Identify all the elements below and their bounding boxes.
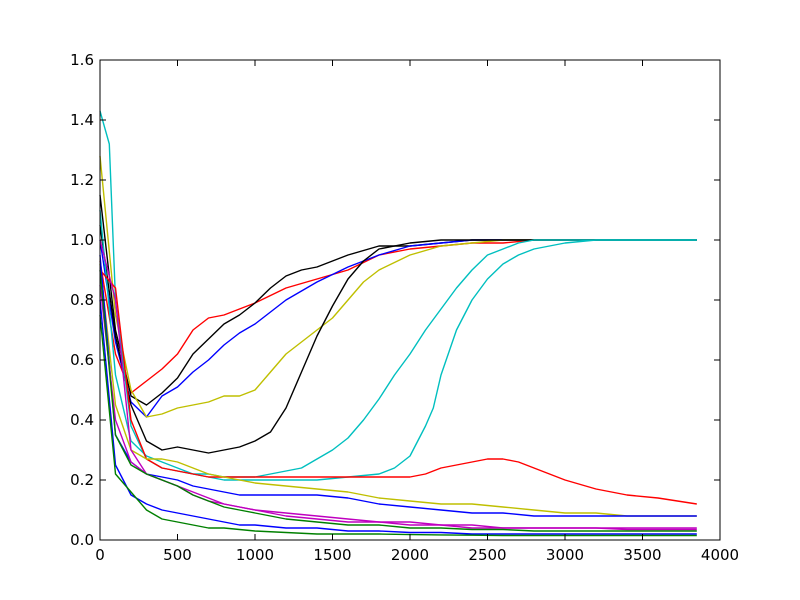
- y-axis: 0.0 0.2 0.4 0.6 0.8 1.0 1.2 1.4 1.6: [70, 51, 720, 549]
- series-line-7: [99, 209, 697, 481]
- y-tick-label: 0.6: [70, 351, 94, 369]
- series-line-4: [99, 155, 697, 418]
- x-tick-label: 1500: [313, 546, 351, 564]
- series-line-9: [99, 263, 697, 517]
- series-line-2: [99, 194, 697, 406]
- x-tick-label: 2500: [468, 546, 506, 564]
- y-tick-label: 0.0: [70, 531, 94, 549]
- series-layer: [99, 110, 697, 537]
- x-tick-label: 2000: [391, 546, 429, 564]
- x-tick-label: 0: [95, 546, 105, 564]
- y-tick-label: 1.2: [70, 171, 94, 189]
- x-tick-label: 500: [163, 546, 192, 564]
- series-line-13: [99, 269, 697, 532]
- y-tick-label: 0.4: [70, 411, 94, 429]
- y-tick-label: 1.6: [70, 51, 94, 69]
- series-line-5: [99, 224, 697, 454]
- series-line-3: [99, 239, 697, 418]
- x-axis: 0 500 1000 1500 2000 2500 3000 3500 4000: [95, 60, 739, 564]
- y-tick-label: 1.4: [70, 111, 94, 129]
- series-line-6: [99, 110, 697, 478]
- y-tick-label: 0.8: [70, 291, 94, 309]
- y-tick-label: 1.0: [70, 231, 94, 249]
- series-line-15: [99, 314, 697, 537]
- x-tick-label: 1000: [236, 546, 274, 564]
- series-line-10: [99, 254, 697, 517]
- y-tick-label: 0.2: [70, 471, 94, 489]
- x-tick-label: 4000: [701, 546, 739, 564]
- series-line-8: [99, 269, 697, 505]
- x-tick-label: 3500: [623, 546, 661, 564]
- x-tick-label: 3000: [546, 546, 584, 564]
